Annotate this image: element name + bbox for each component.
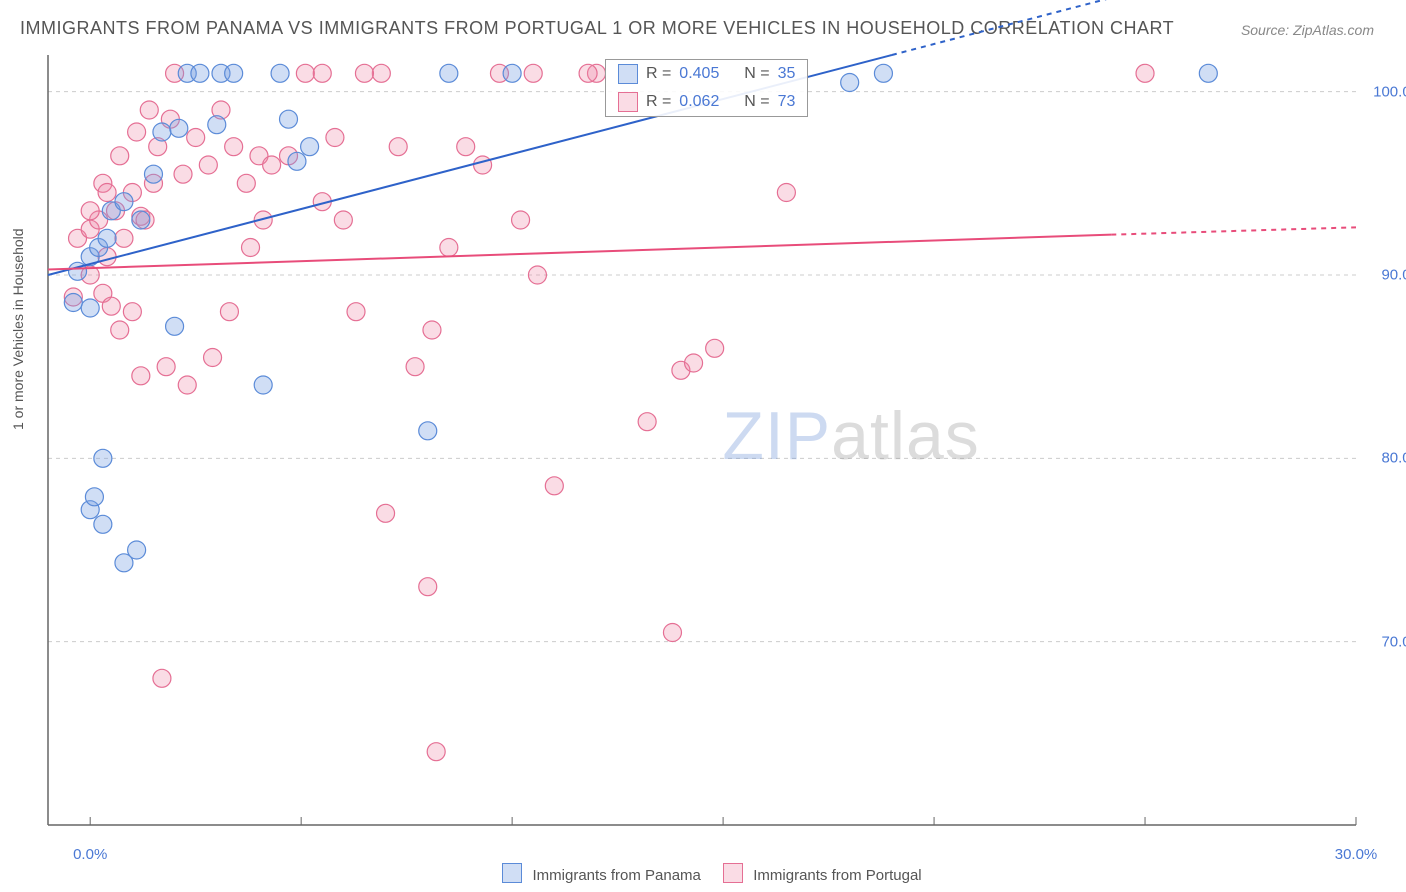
legend-swatch-panama (502, 863, 522, 883)
y-tick-label: 90.0% (1381, 267, 1406, 284)
x-tick-label: 30.0% (1335, 846, 1378, 863)
scatter-plot (48, 55, 1356, 825)
legend-label-portugal: Immigrants from Portugal (753, 867, 921, 884)
legend-label-panama: Immigrants from Panama (533, 867, 701, 884)
footer-legend: Immigrants from Panama Immigrants from P… (0, 863, 1406, 884)
legend-swatch-portugal (723, 863, 743, 883)
source-attribution: Source: ZipAtlas.com (1241, 22, 1374, 38)
chart-title: IMMIGRANTS FROM PANAMA VS IMMIGRANTS FRO… (20, 18, 1174, 39)
stats-row-portugal: R = 0.062 N = 73 (606, 88, 807, 116)
y-tick-label: 100.0% (1373, 83, 1406, 100)
y-tick-label: 70.0% (1381, 633, 1406, 650)
y-tick-label: 80.0% (1381, 450, 1406, 467)
stats-row-panama: R = 0.405 N = 35 (606, 60, 807, 88)
correlation-stats-box: R = 0.405 N = 35R = 0.062 N = 73 (605, 59, 808, 117)
x-tick-label: 0.0% (73, 846, 107, 863)
plot-area: ZIPatlas R = 0.405 N = 35R = 0.062 N = 7… (48, 55, 1356, 825)
y-axis-label: 1 or more Vehicles in Household (10, 228, 26, 430)
